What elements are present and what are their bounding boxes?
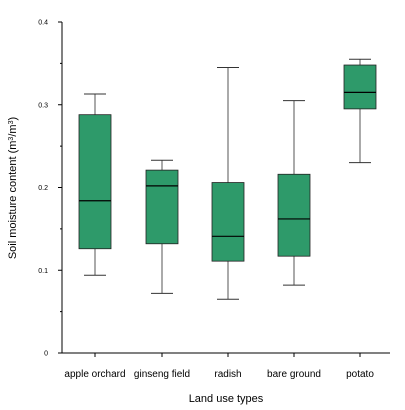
y-axis-title-close: ) [7,117,19,121]
y-axis-title-sup1: 3 [8,137,15,141]
x-tick-label: potato [346,369,374,380]
x-axis-title: Land use types [189,393,264,405]
iqr-box [78,114,112,250]
y-tick-label: 0.4 [38,20,48,27]
x-tick-label: radish [214,369,241,380]
y-tick-label: 0.1 [38,268,48,275]
iqr-box [211,182,245,262]
plot-area: 0 0.1 0.2 0.3 0.4 apple orchard ginseng field r… [38,20,390,380]
box-3 [277,100,311,286]
y-axis-title-sup2: 3 [8,120,15,124]
box-2 [211,67,245,300]
y-tick-label: 0.2 [38,185,48,192]
y-axis-title-main: Soil moisture content (m [7,141,19,260]
x-tick-label: bare ground [267,369,321,380]
box-1 [145,159,179,294]
y-tick-label: 0 [44,351,48,358]
x-tick-label: ginseng field [134,369,190,380]
y-axis-title-sep: /m [7,124,19,136]
y-axis-title: Soil moisture content (m3/m3) [7,117,19,259]
box-4 [343,58,377,164]
box-0 [78,93,112,276]
iqr-box [145,169,179,245]
y-tick-label: 0.3 [38,102,48,109]
iqr-box [277,173,311,257]
iqr-box [343,64,377,110]
x-tick-label: apple orchard [64,369,125,380]
